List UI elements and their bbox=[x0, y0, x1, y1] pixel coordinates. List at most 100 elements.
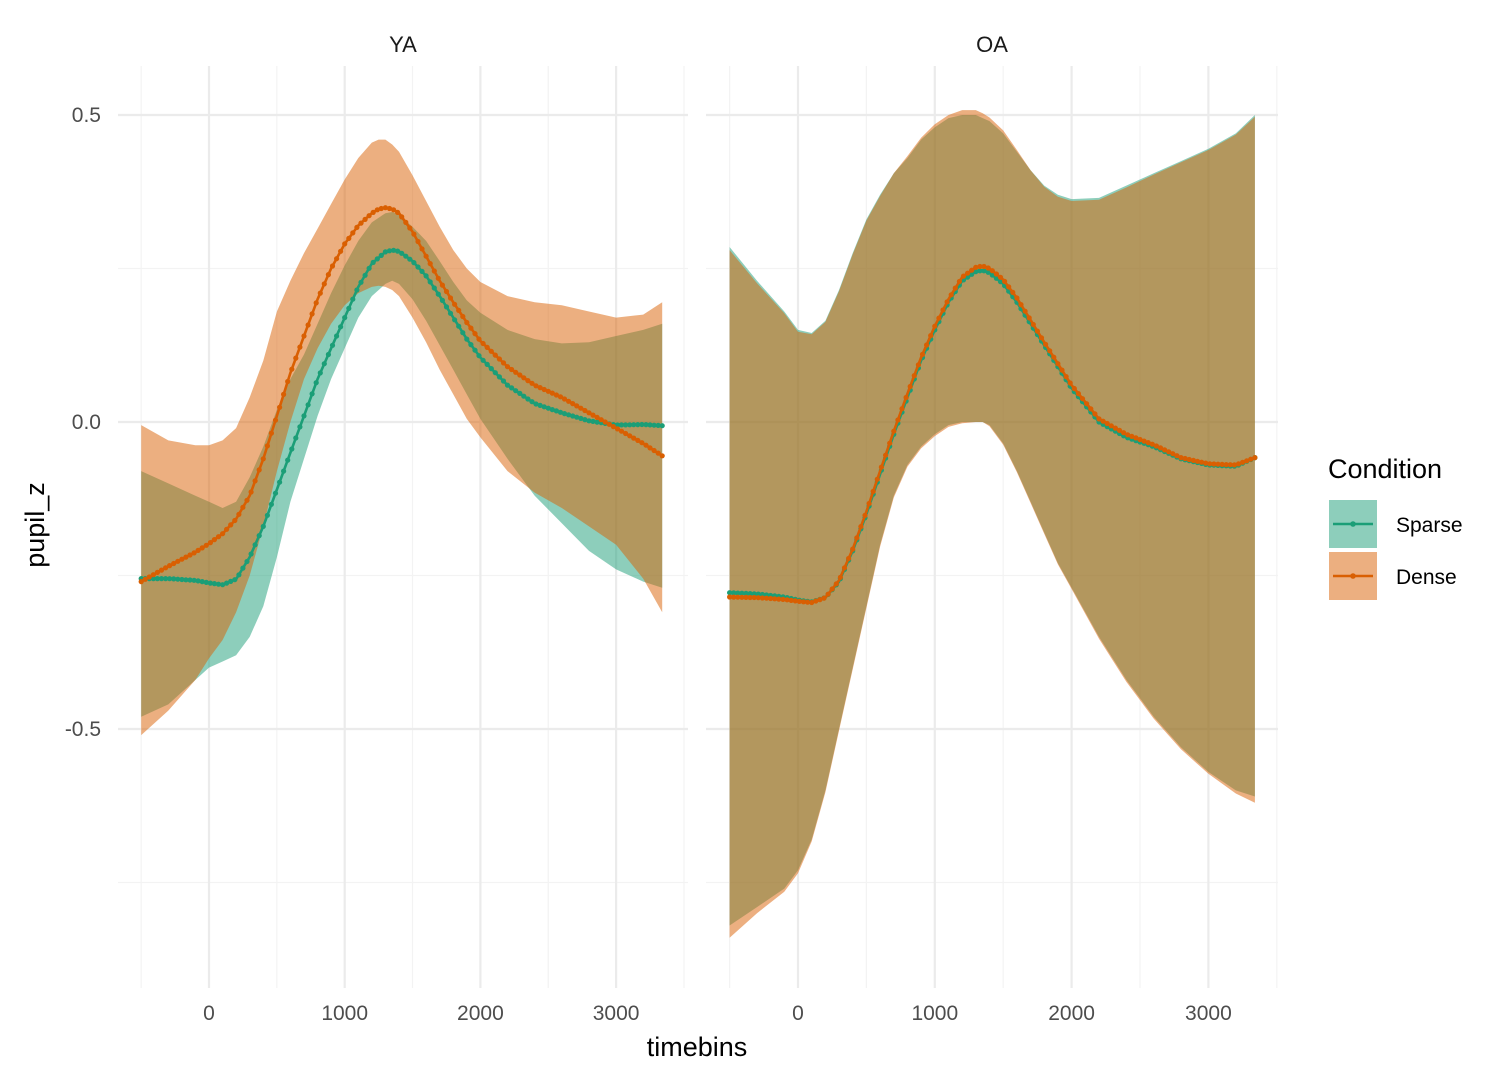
point-sparse bbox=[150, 576, 156, 582]
point-dense bbox=[1174, 453, 1180, 459]
point-sparse bbox=[423, 273, 429, 279]
point-dense bbox=[411, 231, 417, 237]
point-dense bbox=[1157, 445, 1164, 451]
point-dense bbox=[175, 558, 181, 564]
point-dense bbox=[289, 366, 295, 372]
point-dense bbox=[163, 565, 169, 571]
point-dense bbox=[1170, 451, 1176, 457]
point-dense bbox=[1084, 401, 1090, 407]
point-dense bbox=[1018, 302, 1024, 308]
x-tick-label: 1000 bbox=[911, 1002, 958, 1025]
point-sparse bbox=[260, 523, 266, 530]
point-dense bbox=[1248, 456, 1254, 462]
point-dense bbox=[484, 344, 490, 350]
point-dense bbox=[431, 268, 437, 274]
point-dense bbox=[1194, 458, 1201, 464]
point-sparse bbox=[163, 576, 169, 582]
point-dense bbox=[570, 401, 576, 407]
strip-title: YA bbox=[389, 32, 417, 57]
point-sparse bbox=[574, 414, 580, 420]
point-sparse bbox=[623, 422, 629, 428]
point-dense bbox=[594, 414, 600, 420]
point-dense bbox=[784, 597, 790, 603]
point-sparse bbox=[484, 361, 490, 367]
point-dense bbox=[874, 476, 880, 482]
point-dense bbox=[553, 392, 560, 398]
point-dense bbox=[981, 263, 987, 270]
point-dense bbox=[350, 230, 356, 236]
point-dense bbox=[260, 456, 266, 462]
point-dense bbox=[755, 595, 761, 601]
point-sparse bbox=[509, 385, 515, 391]
point-dense bbox=[472, 331, 478, 337]
point-dense bbox=[301, 333, 307, 339]
point-dense bbox=[759, 595, 766, 601]
point-dense bbox=[1055, 361, 1061, 367]
point-dense bbox=[610, 424, 617, 430]
point-dense bbox=[997, 274, 1004, 280]
point-dense bbox=[464, 319, 470, 326]
point-dense bbox=[277, 404, 283, 410]
point-dense bbox=[1129, 433, 1135, 439]
point-dense bbox=[305, 322, 311, 328]
point-dense bbox=[655, 450, 661, 456]
point-dense bbox=[244, 497, 250, 503]
point-dense bbox=[747, 594, 753, 601]
point-dense bbox=[439, 282, 445, 288]
point-dense bbox=[264, 443, 270, 449]
point-dense bbox=[179, 556, 185, 562]
point-sparse bbox=[293, 435, 299, 441]
point-sparse bbox=[541, 404, 547, 410]
point-sparse bbox=[391, 247, 397, 253]
point-dense bbox=[956, 278, 963, 285]
point-sparse bbox=[647, 422, 653, 428]
x-tick-label: 1000 bbox=[321, 1002, 368, 1025]
point-sparse bbox=[224, 580, 230, 586]
point-dense bbox=[1047, 348, 1053, 354]
point-dense bbox=[821, 595, 827, 601]
point-dense bbox=[391, 207, 397, 213]
point-dense bbox=[903, 394, 909, 401]
point-sparse bbox=[586, 418, 592, 424]
point-dense bbox=[443, 288, 450, 295]
point-dense bbox=[1059, 367, 1065, 373]
point-dense bbox=[965, 270, 971, 276]
point-dense bbox=[1182, 455, 1188, 462]
point-sparse bbox=[561, 411, 568, 417]
point-dense bbox=[154, 569, 160, 576]
point-dense bbox=[158, 567, 165, 573]
point-dense bbox=[1215, 461, 1221, 467]
point-sparse bbox=[362, 272, 368, 278]
point-dense bbox=[739, 594, 745, 600]
point-sparse bbox=[415, 264, 421, 270]
panel-ya: 0 1000 2000 3000 YA bbox=[118, 32, 688, 1025]
point-dense bbox=[329, 263, 336, 269]
point-sparse bbox=[500, 378, 507, 384]
point-dense bbox=[138, 579, 144, 585]
x-tick-label: 0 bbox=[792, 1002, 804, 1025]
point-dense bbox=[374, 207, 380, 213]
point-sparse bbox=[655, 422, 661, 428]
point-sparse bbox=[557, 409, 564, 415]
point-dense bbox=[325, 272, 331, 278]
point-sparse bbox=[464, 336, 470, 342]
point-sparse bbox=[374, 256, 380, 262]
point-dense bbox=[969, 267, 975, 273]
point-dense bbox=[1231, 462, 1237, 468]
point-dense bbox=[1125, 432, 1131, 438]
point-sparse bbox=[285, 457, 291, 463]
legend-label-dense: Dense bbox=[1396, 566, 1457, 589]
point-dense bbox=[792, 598, 798, 604]
point-sparse bbox=[460, 330, 466, 336]
point-sparse bbox=[382, 249, 388, 255]
point-dense bbox=[631, 435, 637, 441]
point-dense bbox=[643, 442, 649, 448]
point-dense bbox=[618, 428, 625, 434]
point-dense bbox=[187, 552, 193, 558]
point-dense bbox=[862, 512, 868, 519]
point-sparse bbox=[570, 413, 576, 419]
point-dense bbox=[476, 336, 482, 342]
point-dense bbox=[146, 574, 152, 580]
point-sparse bbox=[305, 402, 311, 408]
point-sparse bbox=[191, 577, 197, 583]
